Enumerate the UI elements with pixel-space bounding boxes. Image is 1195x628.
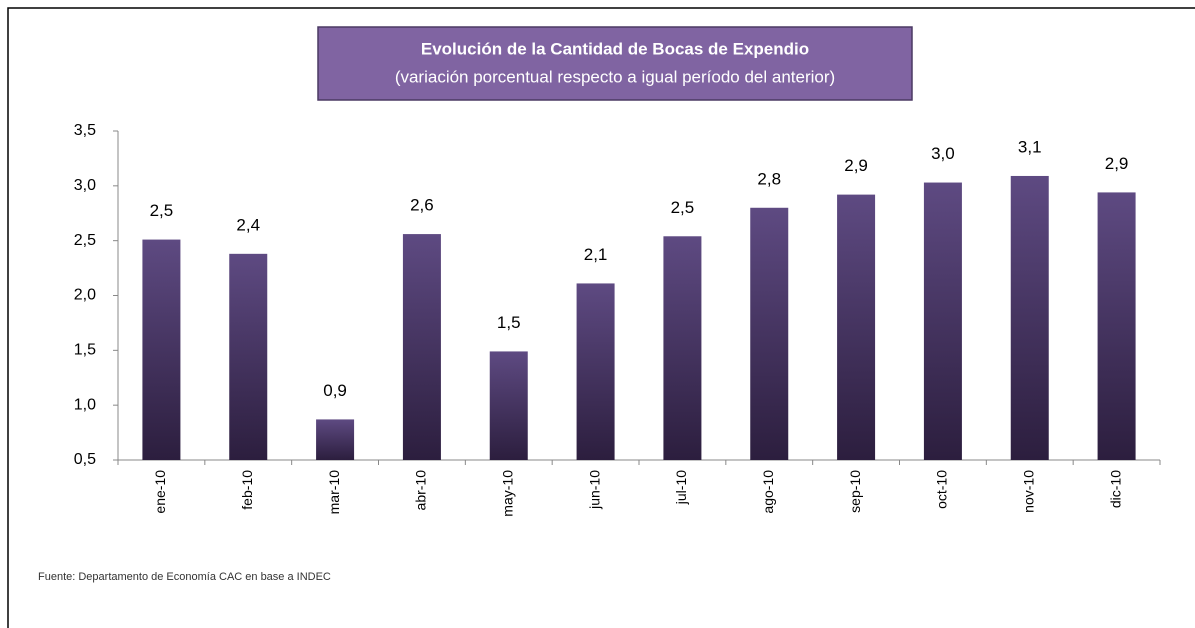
- bar: [489, 351, 528, 460]
- source-note: Fuente: Departamento de Economía CAC en …: [38, 571, 331, 583]
- x-tick-label: oct-10: [934, 470, 950, 509]
- data-label: 2,5: [671, 198, 695, 217]
- x-tick-label: mar-10: [326, 470, 342, 515]
- y-tick-label: 3,5: [74, 122, 96, 139]
- chart-title: Evolución de la Cantidad de Bocas de Exp…: [421, 39, 809, 58]
- bar: [142, 239, 181, 460]
- bar: [316, 419, 355, 460]
- y-tick-label: 3,0: [74, 177, 96, 194]
- x-tick-label: sep-10: [847, 470, 863, 513]
- bar: [402, 234, 441, 460]
- data-label: 1,5: [497, 313, 521, 332]
- bar: [1097, 192, 1136, 460]
- data-label: 2,9: [844, 156, 868, 175]
- x-tick-label: ene-10: [152, 470, 168, 514]
- data-label: 2,8: [757, 169, 781, 188]
- x-tick-label: feb-10: [239, 470, 255, 510]
- bar: [663, 236, 702, 460]
- x-tick-label: dic-10: [1107, 470, 1123, 508]
- y-tick-label: 2,0: [74, 287, 96, 304]
- y-tick-label: 0,5: [74, 451, 96, 468]
- x-tick-label: nov-10: [1020, 470, 1036, 513]
- bar: [1010, 175, 1049, 461]
- x-tick-label: jul-10: [673, 470, 689, 505]
- x-tick-label: ago-10: [760, 470, 776, 514]
- y-tick-label: 2,5: [74, 232, 96, 249]
- bar: [229, 253, 268, 460]
- data-label: 3,1: [1018, 137, 1042, 156]
- bar: [576, 283, 615, 460]
- bar: [837, 194, 876, 460]
- x-tick-label: abr-10: [413, 470, 429, 511]
- bar: [923, 182, 962, 460]
- chart-subtitle: (variación porcentual respecto a igual p…: [395, 67, 835, 86]
- x-tick-label: may-10: [499, 470, 515, 517]
- data-label: 0,9: [323, 381, 347, 400]
- bar: [750, 207, 789, 460]
- title-box: [317, 26, 913, 101]
- data-label: 2,1: [584, 245, 608, 264]
- x-tick-label: jun-10: [586, 470, 602, 510]
- data-label: 2,4: [236, 215, 260, 234]
- y-tick-label: 1,0: [74, 396, 96, 413]
- data-label: 3,0: [931, 144, 955, 163]
- data-label: 2,9: [1105, 154, 1129, 173]
- data-label: 2,6: [410, 196, 434, 215]
- y-tick-label: 1,5: [74, 342, 96, 359]
- data-label: 2,5: [150, 201, 174, 220]
